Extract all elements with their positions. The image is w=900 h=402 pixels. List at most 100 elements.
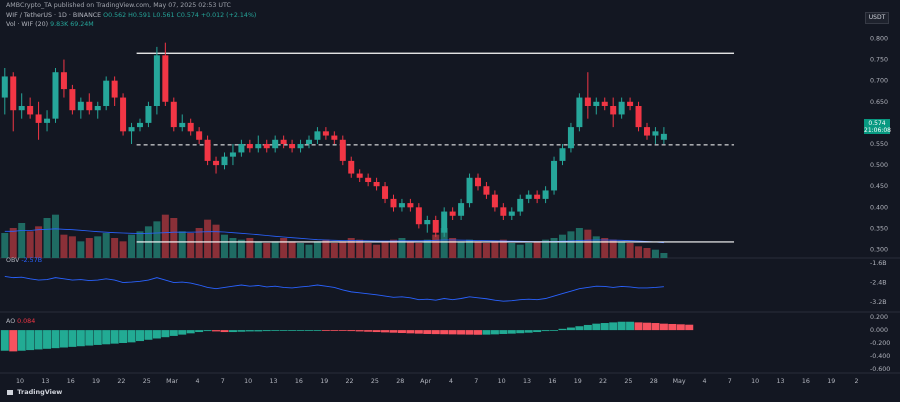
- ao-bar: [482, 330, 491, 335]
- ao-bar: [575, 326, 584, 331]
- ao-bar: [457, 330, 466, 335]
- tradingview-logo[interactable]: TradingView: [7, 388, 62, 396]
- volume-bar: [601, 238, 609, 258]
- volume-bar: [373, 244, 381, 258]
- volume-bar: [187, 233, 195, 258]
- candle-body: [255, 144, 262, 149]
- volume-bar: [643, 248, 651, 258]
- ao-bar: [676, 324, 685, 331]
- volume-bar: [288, 241, 296, 258]
- volume-bar: [51, 214, 59, 258]
- ao-tick-label: -0.400: [870, 353, 890, 360]
- ao-tick-label: 0.000: [870, 327, 888, 334]
- ao-bar: [473, 330, 482, 335]
- ao-value: 0.084: [17, 318, 36, 325]
- candle-body: [111, 80, 118, 98]
- volume-bar: [297, 243, 305, 258]
- ao-bar: [381, 330, 390, 333]
- candle-body: [601, 101, 608, 106]
- volume-bar: [347, 238, 355, 258]
- candle-body: [635, 106, 642, 128]
- time-tick-label: 10: [244, 378, 252, 385]
- ao-bar: [440, 330, 449, 335]
- ao-bar: [76, 330, 85, 347]
- ao-bar: [516, 330, 525, 334]
- candle-body: [356, 173, 363, 178]
- candle-body: [10, 76, 17, 111]
- time-tick-label: 13: [269, 378, 277, 385]
- volume-bar: [35, 226, 43, 258]
- time-tick-label: 28: [650, 378, 658, 385]
- volume-bar: [263, 243, 271, 258]
- ao-bar: [127, 330, 136, 343]
- candle-body: [297, 144, 304, 149]
- ao-bar: [642, 322, 651, 331]
- time-tick-label: 19: [827, 378, 835, 385]
- candle-body: [272, 139, 279, 149]
- obv-tick-label: -3.2B: [870, 299, 887, 306]
- ao-bar: [271, 330, 280, 331]
- last-price-value: 0.574: [868, 120, 886, 127]
- ao-bar: [372, 330, 381, 333]
- time-tick-label: 7: [728, 378, 732, 385]
- candle-body: [289, 144, 296, 149]
- volume-bar: [178, 231, 186, 258]
- volume-bar: [635, 246, 643, 258]
- time-tick-label: 25: [143, 378, 151, 385]
- time-tick-label: 16: [802, 378, 810, 385]
- candle-body: [136, 122, 143, 128]
- ao-bar: [558, 328, 567, 331]
- ao-bar: [668, 323, 677, 331]
- time-tick-label: 13: [523, 378, 531, 385]
- volume-bar: [423, 239, 431, 258]
- candle-body: [534, 194, 541, 199]
- volume-bar: [592, 236, 600, 258]
- last-price-countdown: 21:06:08: [864, 127, 891, 134]
- obv-tick-label: -1.6B: [870, 260, 887, 267]
- volume-bar: [533, 241, 541, 258]
- candle-body: [153, 55, 160, 106]
- currency-badge[interactable]: USDT: [865, 12, 889, 24]
- volume-bar: [136, 231, 144, 258]
- volume-bar: [609, 239, 617, 258]
- obv-value: -2.57B: [21, 257, 43, 264]
- volume-label[interactable]: Vol · WIF (20): [6, 21, 49, 28]
- ao-bar: [43, 330, 52, 349]
- ao-bar: [161, 330, 170, 338]
- ao-bar: [237, 330, 246, 332]
- volume-bar: [651, 249, 659, 258]
- price-tick-label: 0.500: [870, 162, 888, 169]
- candle-body: [415, 207, 422, 225]
- price-tick-label: 0.700: [870, 78, 888, 85]
- volume-bar: [246, 238, 254, 258]
- volume-bar: [516, 244, 524, 258]
- ao-bar: [609, 322, 618, 331]
- candle-body: [449, 211, 456, 216]
- volume-bar: [43, 218, 51, 258]
- ao-bar: [59, 330, 68, 348]
- ao-legend: AO 0.084: [6, 318, 35, 326]
- last-price-badge: 0.574 21:06:08: [864, 119, 891, 134]
- volume-bar: [558, 234, 566, 258]
- candle-body: [238, 144, 245, 153]
- candle-body: [77, 101, 84, 111]
- candle-body: [432, 220, 439, 233]
- symbol-text[interactable]: WIF / TetherUS · 1D · BINANCE: [6, 12, 102, 19]
- ao-bar: [110, 330, 119, 344]
- volume-bar: [161, 214, 169, 258]
- volume-bar: [111, 238, 119, 258]
- candle-body: [1, 76, 8, 98]
- time-tick-label: 16: [67, 378, 75, 385]
- volume-bar: [1, 233, 9, 258]
- candle-body: [246, 144, 253, 149]
- ao-bar: [330, 330, 339, 331]
- ao-label[interactable]: AO: [6, 318, 16, 325]
- price-tick-label: 0.650: [870, 99, 888, 106]
- ao-bar: [321, 330, 330, 331]
- candle-body: [551, 160, 558, 191]
- tradingview-icon: [7, 389, 13, 395]
- obv-label[interactable]: OBV: [6, 257, 20, 264]
- volume-bar: [567, 231, 575, 258]
- ao-bar: [566, 327, 575, 331]
